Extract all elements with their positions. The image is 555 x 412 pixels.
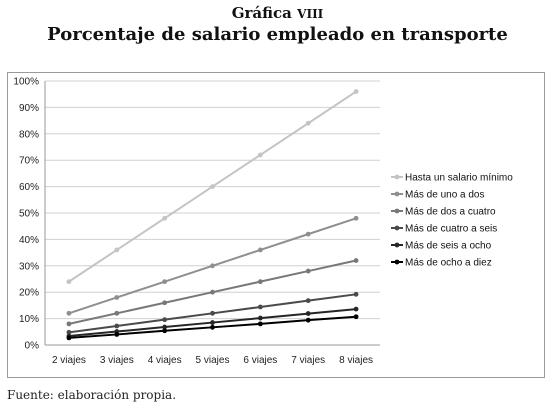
data-point	[162, 300, 168, 306]
data-point	[114, 323, 120, 329]
data-point	[257, 315, 263, 321]
data-point	[162, 324, 168, 330]
figure-label-word: Gráfica	[231, 4, 292, 22]
source-note: Fuente: elaboración propia.	[7, 388, 177, 402]
data-point	[257, 321, 263, 327]
data-point	[66, 321, 72, 327]
data-point	[114, 295, 120, 300]
legend-label: Más de ocho a diez	[405, 258, 492, 269]
data-point	[210, 324, 215, 330]
legend-label: Más de seis a ocho	[405, 241, 492, 252]
data-point	[353, 215, 359, 221]
data-point	[210, 263, 215, 269]
x-tick-label: 2 viajes	[52, 355, 86, 366]
data-point	[353, 291, 359, 297]
legend-label: Más de uno a dos	[405, 190, 485, 201]
figure-label: Gráfica VIII	[0, 4, 555, 22]
y-tick-label: 30%	[19, 261, 39, 272]
x-tick-label: 4 viajes	[148, 355, 182, 366]
x-tick-label: 7 viajes	[291, 355, 325, 366]
legend-marker	[394, 208, 400, 214]
y-tick-label: 40%	[19, 235, 39, 246]
data-point	[210, 320, 215, 325]
chart-title: Porcentaje de salario empleado en transp…	[47, 24, 508, 45]
legend-marker	[394, 225, 400, 231]
legend-label: Hasta un salario mínimo	[405, 173, 513, 184]
data-point	[66, 279, 72, 285]
y-tick-label: 20%	[19, 288, 39, 299]
legend-marker	[394, 259, 400, 265]
data-point	[210, 289, 215, 295]
y-tick-label: 50%	[19, 209, 39, 220]
y-tick-label: 0%	[25, 341, 40, 352]
data-point	[114, 310, 120, 316]
data-point	[210, 310, 215, 316]
data-point	[305, 231, 311, 237]
y-tick-label: 100%	[13, 77, 39, 88]
data-point	[162, 317, 168, 323]
legend-marker	[394, 191, 400, 197]
legend-label: Más de cuatro a seis	[405, 224, 497, 235]
x-tick-label: 8 viajes	[339, 355, 373, 366]
data-point	[162, 215, 168, 221]
data-point	[257, 304, 263, 310]
y-tick-label: 70%	[19, 156, 39, 167]
data-point	[305, 311, 311, 316]
data-point	[162, 328, 168, 334]
data-point	[162, 279, 168, 285]
data-point	[305, 120, 311, 126]
y-tick-label: 10%	[19, 314, 39, 325]
x-tick-label: 5 viajes	[196, 355, 230, 366]
legend-marker	[394, 242, 400, 248]
legend-label: Más de dos a cuatro	[405, 207, 496, 218]
y-tick-label: 60%	[19, 182, 39, 193]
chart-frame: 0% 10% 20% 30% 40% 50% 60% 70% 80% 90% 100% 2 viaje…	[7, 72, 545, 378]
data-point	[305, 298, 311, 304]
y-tick-label: 80%	[19, 129, 39, 140]
data-point	[257, 152, 263, 158]
x-tick-label: 6 viajes	[243, 355, 277, 366]
x-tick-label: 3 viajes	[100, 355, 134, 366]
y-tick-label: 90%	[19, 103, 39, 114]
data-point	[114, 247, 120, 253]
data-point	[66, 335, 72, 341]
figure-label-numeral: VIII	[297, 7, 324, 21]
data-point	[305, 317, 311, 323]
data-point	[305, 268, 311, 274]
data-point	[66, 310, 72, 316]
line-chart: 0% 10% 20% 30% 40% 50% 60% 70% 80% 90% 100% 2 viaje…	[13, 77, 513, 367]
data-point	[114, 332, 120, 337]
data-point	[353, 306, 359, 312]
data-point	[353, 314, 359, 320]
data-point	[353, 258, 359, 263]
data-point	[66, 329, 72, 335]
data-point	[257, 247, 263, 253]
data-point	[257, 279, 263, 285]
data-point	[353, 89, 359, 94]
legend-marker	[394, 174, 400, 180]
data-point	[210, 184, 215, 189]
